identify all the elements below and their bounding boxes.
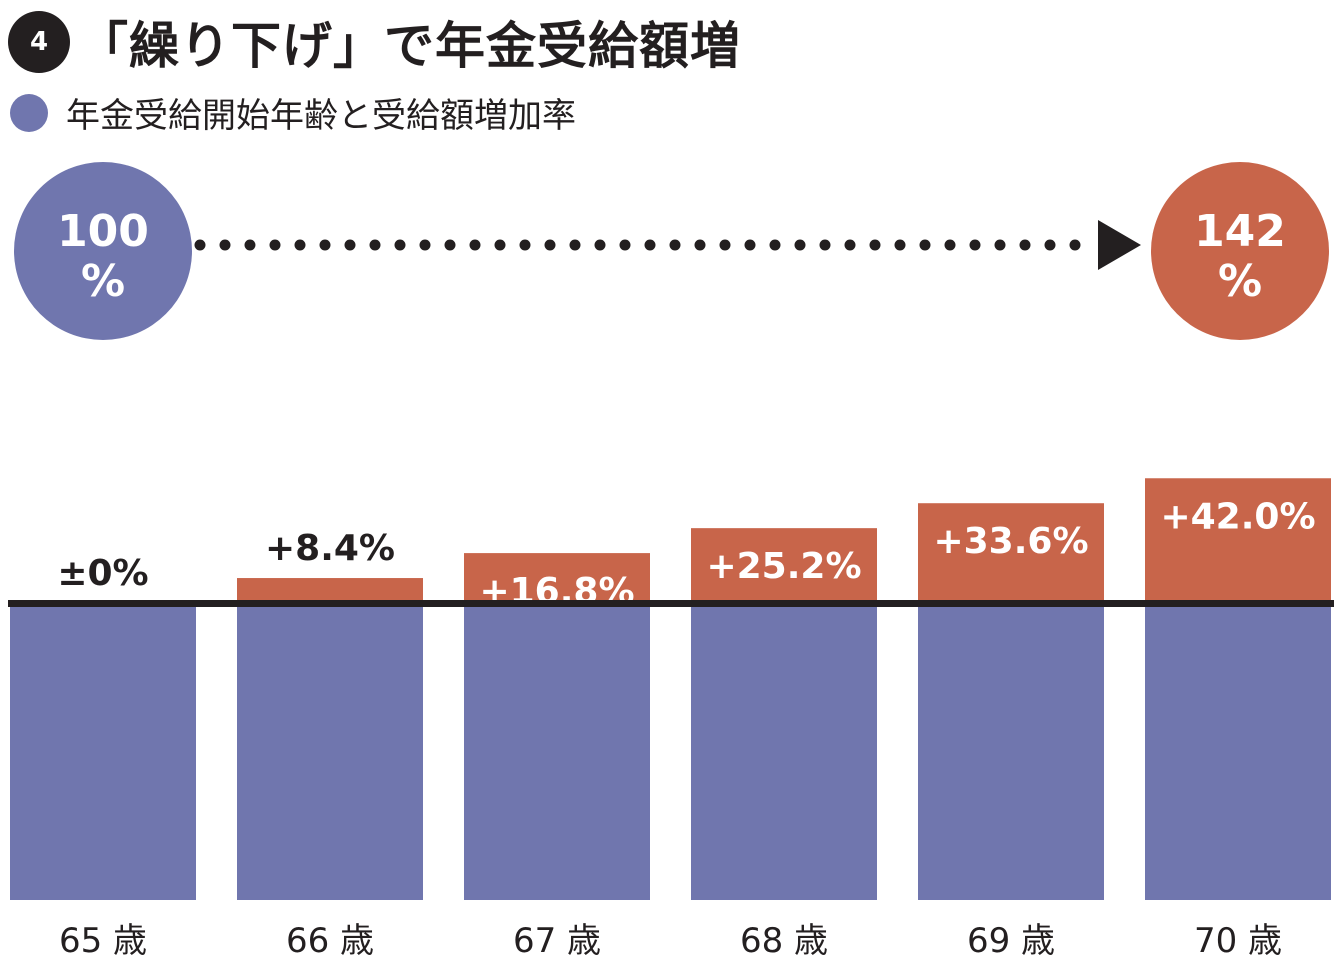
increase-bar	[1145, 478, 1331, 603]
x-category-label: 70 歳	[1194, 921, 1282, 961]
base-bar	[918, 603, 1104, 900]
baseline-rule	[8, 600, 1334, 607]
x-category-label: 69 歳	[967, 921, 1055, 961]
end-percent-value: 142	[1194, 206, 1286, 257]
base-bar	[10, 603, 196, 900]
legend: 年金受給開始年齢と受給額増加率	[10, 88, 576, 137]
start-percent-circle	[14, 162, 192, 340]
base-bar	[691, 603, 877, 900]
x-category-label: 67 歳	[513, 921, 601, 961]
legend-label: 年金受給開始年齢と受給額増加率	[66, 96, 576, 136]
bar-data-label: +33.6%	[933, 521, 1088, 562]
bar-data-label: +25.2%	[706, 546, 861, 587]
base-bar	[1145, 603, 1331, 900]
bar-data-label: +8.4%	[265, 528, 395, 569]
end-percent-circle	[1151, 162, 1329, 340]
base-bar	[237, 603, 423, 900]
chart-title: 「繰り下げ」で年金受給額増	[78, 16, 741, 75]
increase-bar	[918, 503, 1104, 603]
x-category-label: 68 歳	[740, 921, 828, 961]
bar-data-label: ±0%	[57, 553, 148, 594]
end-percent-unit: %	[1218, 256, 1262, 307]
increase-bar	[691, 528, 877, 603]
legend-dot-icon	[10, 93, 48, 132]
title-row: 4 「繰り下げ」で年金受給額増	[8, 8, 741, 76]
start-percent-unit: %	[81, 256, 125, 307]
start-percent-value: 100	[57, 206, 149, 257]
bar-data-label: +42.0%	[1160, 496, 1315, 537]
base-bar	[464, 603, 650, 900]
increase-bar	[237, 578, 423, 603]
arrow-head-icon	[1098, 220, 1141, 270]
figure-number-badge: 4	[8, 11, 70, 73]
x-category-label: 66 歳	[286, 921, 374, 961]
increase-bar	[464, 553, 650, 603]
x-category-label: 65 歳	[59, 921, 147, 961]
